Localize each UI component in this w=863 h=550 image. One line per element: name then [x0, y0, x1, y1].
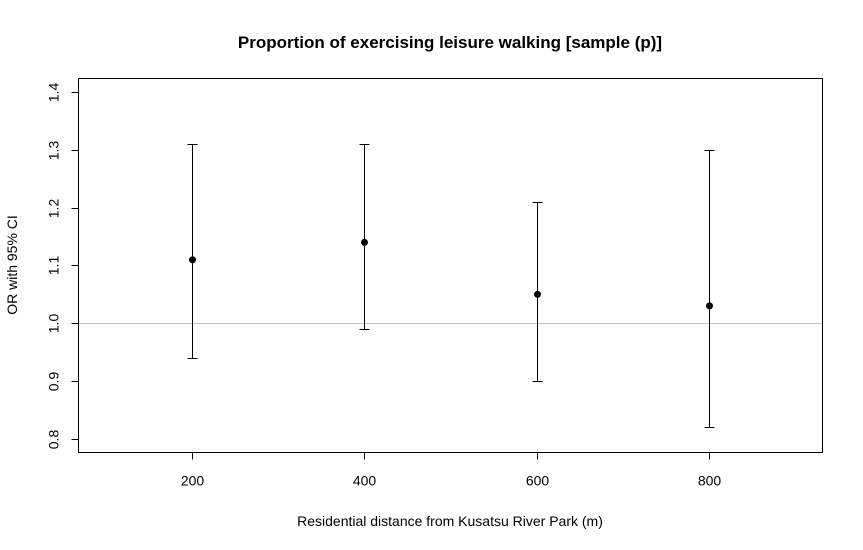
x-axis-label: Residential distance from Kusatsu River …	[297, 513, 603, 529]
y-tick-label: 0.9	[46, 372, 62, 392]
data-point	[534, 290, 541, 298]
error-bar-group	[532, 202, 543, 382]
x-tick-label: 200	[181, 473, 205, 489]
plot-frame	[78, 78, 823, 453]
chart-title: Proportion of exercising leisure walking…	[238, 33, 662, 52]
error-bar-group	[359, 144, 370, 330]
y-tick-label: 1.4	[46, 83, 62, 103]
data-point	[189, 256, 196, 264]
y-tick-label: 1.3	[46, 141, 62, 161]
data-marks	[187, 144, 715, 428]
y-tick-label: 1.1	[46, 256, 62, 276]
x-tick-label: 400	[353, 473, 377, 489]
data-point	[706, 302, 713, 310]
y-axis: 0.8 0.9 1.0 1.1 1.2 1.3 1.4	[46, 83, 79, 450]
y-tick-label: 1.0	[46, 314, 62, 334]
data-point	[361, 238, 368, 246]
y-tick-label: 1.2	[46, 199, 62, 219]
x-tick-label: 800	[698, 473, 722, 489]
x-tick-label: 600	[526, 473, 550, 489]
y-tick-label: 0.8	[46, 430, 62, 450]
error-bar-group	[704, 150, 715, 428]
y-axis-label: OR with 95% CI	[4, 215, 20, 315]
x-axis: 200 400 600 800	[181, 452, 722, 489]
error-bar-group	[187, 144, 198, 359]
